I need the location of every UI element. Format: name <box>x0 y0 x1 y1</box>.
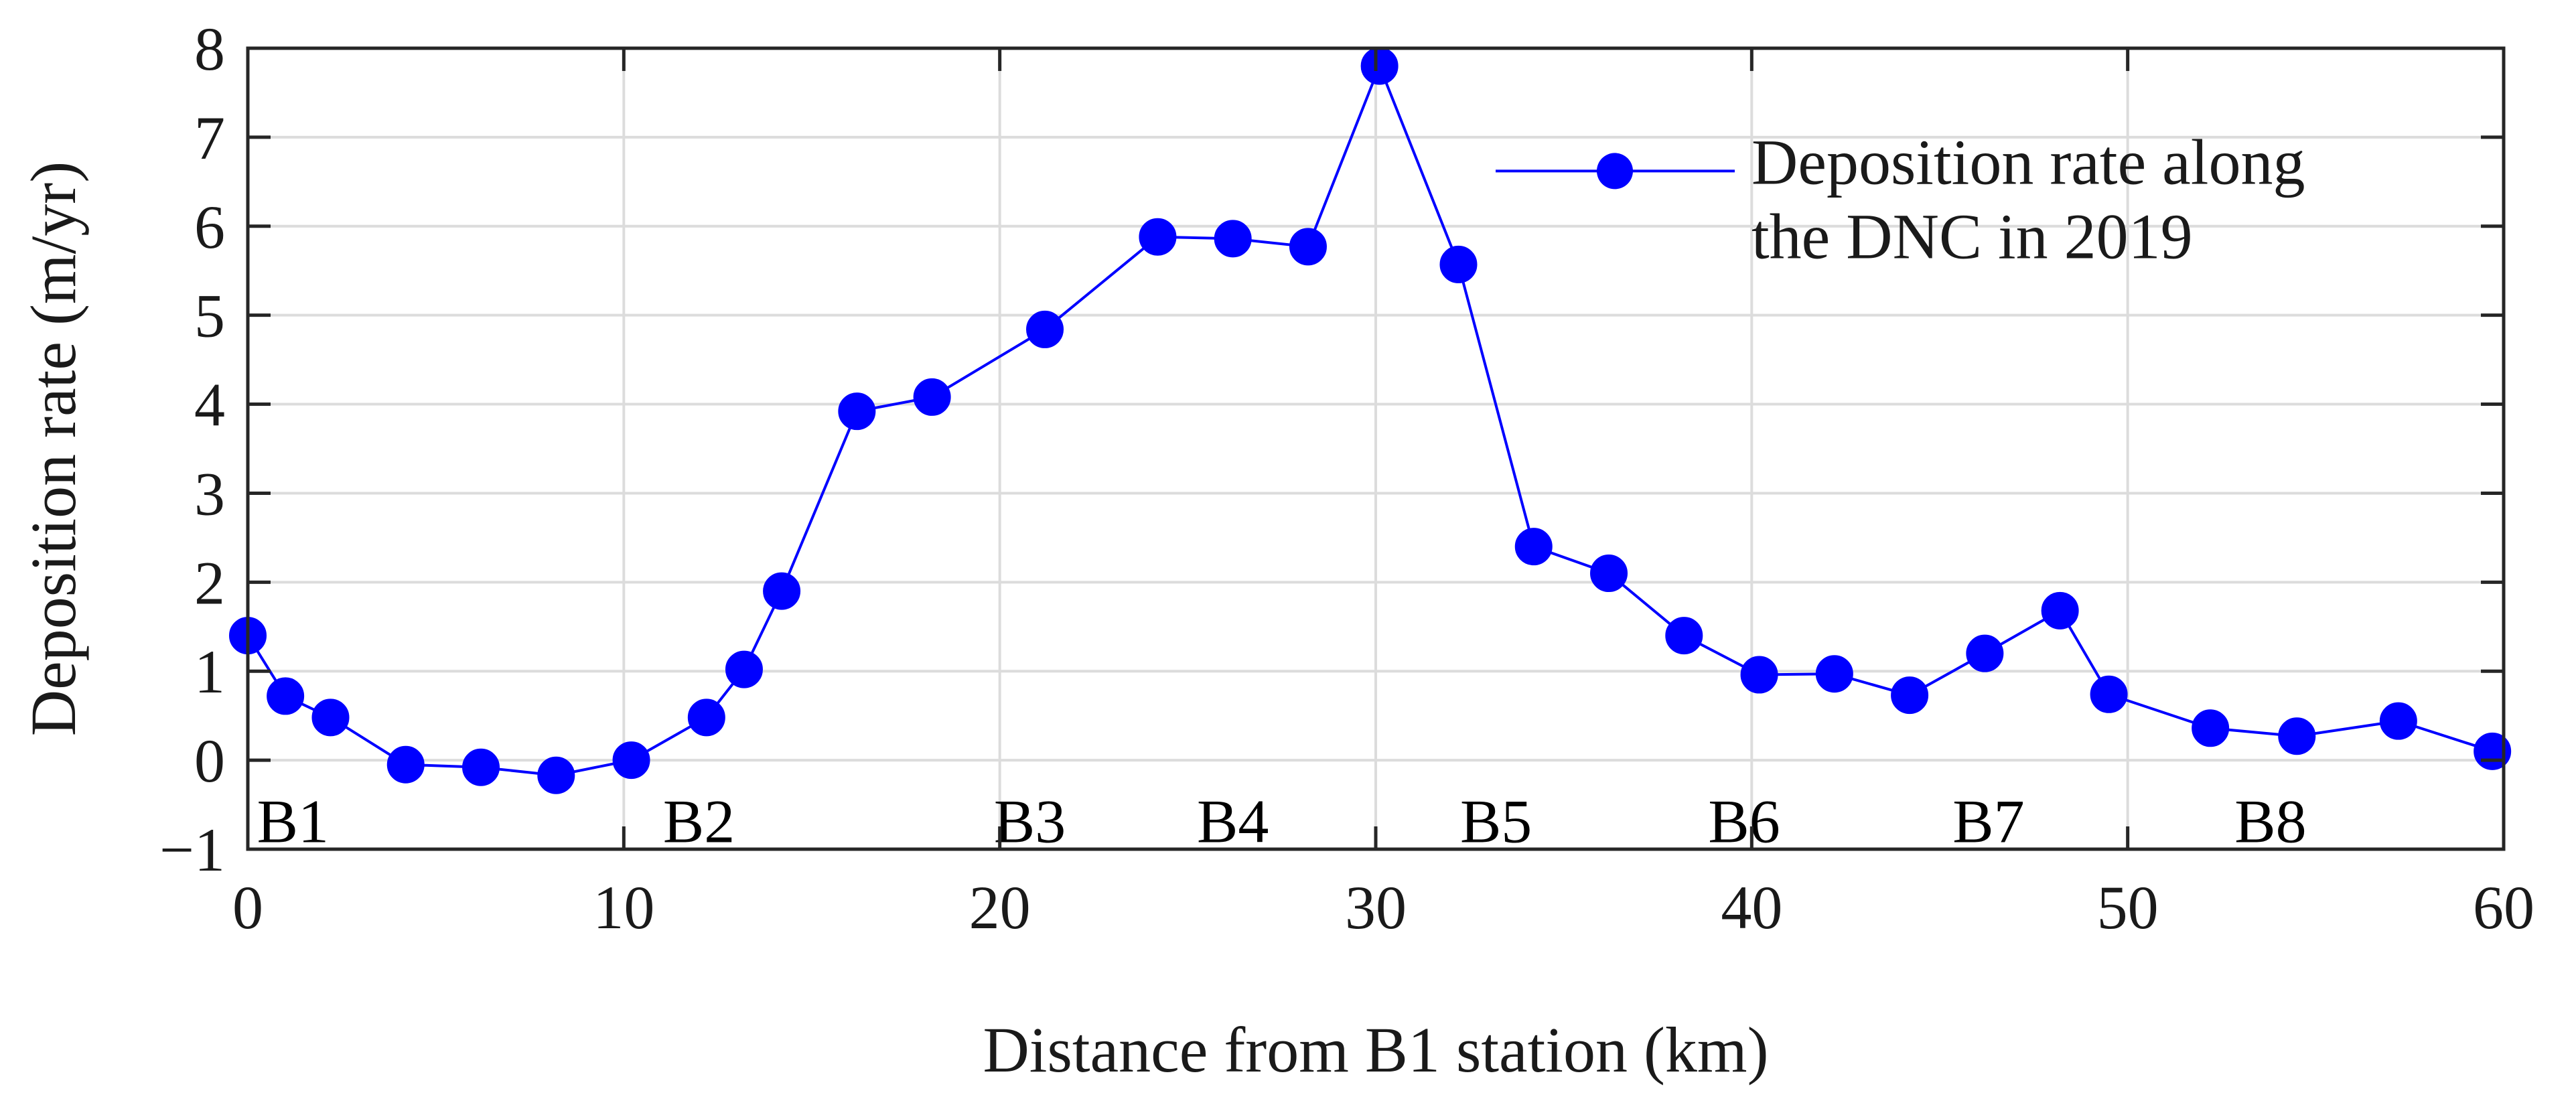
data-point-marker <box>267 677 305 715</box>
y-tick-label: 2 <box>194 548 225 617</box>
x-tick-label: 40 <box>1721 873 1782 942</box>
data-point-marker <box>311 698 350 737</box>
x-axis-title: Distance from B1 station (km) <box>983 1014 1768 1086</box>
data-point-marker <box>1665 617 1703 655</box>
data-point-marker <box>1815 655 1853 693</box>
data-point-marker <box>725 650 763 688</box>
data-point-marker <box>1214 220 1252 258</box>
station-label: B1 <box>257 787 329 855</box>
station-label: B2 <box>663 787 735 855</box>
x-tick-label: 0 <box>232 873 263 942</box>
x-tick-label: 20 <box>969 873 1031 942</box>
station-labels: B1 B2 B3 B4 B5 B6 B7 B8 <box>257 787 2307 855</box>
data-point-marker <box>1514 528 1553 566</box>
data-point-marker <box>1289 228 1327 266</box>
legend-marker-sample <box>1597 153 1633 190</box>
y-tick-label: 1 <box>194 638 225 706</box>
legend-label-line-2: the DNC in 2019 <box>1751 201 2193 273</box>
data-point-marker <box>687 698 725 737</box>
y-axis-title: Deposition rate (m/yr) <box>17 161 89 736</box>
station-label: B4 <box>1197 787 1269 855</box>
data-point-marker <box>1590 555 1628 593</box>
x-tick-label: 60 <box>2473 873 2534 942</box>
y-axis-tick-labels: −1 0 1 2 3 4 5 6 7 8 <box>159 15 225 884</box>
station-label: B8 <box>2234 787 2306 855</box>
grid-lines <box>248 48 2504 849</box>
data-point-marker <box>2192 709 2230 747</box>
legend: Deposition rate along the DNC in 2019 <box>1496 127 2305 273</box>
y-tick-label: 0 <box>194 727 225 795</box>
y-tick-label: 7 <box>194 104 225 172</box>
x-tick-label: 10 <box>593 873 654 942</box>
x-tick-label: 30 <box>1345 873 1407 942</box>
data-point-marker <box>2090 675 2128 713</box>
y-tick-label: 8 <box>194 15 225 83</box>
y-tick-label: 3 <box>194 459 225 528</box>
station-label: B6 <box>1708 787 1780 855</box>
data-point-marker <box>1740 656 1778 694</box>
data-point-marker <box>612 741 650 780</box>
data-point-marker <box>1360 47 1399 85</box>
data-point-marker <box>462 748 500 786</box>
axis-ticks <box>246 46 2506 851</box>
data-point-marker <box>2278 717 2316 755</box>
y-tick-label: 5 <box>194 282 225 350</box>
data-point-marker <box>1966 634 2004 672</box>
data-point-marker <box>913 378 951 416</box>
station-label: B5 <box>1460 787 1532 855</box>
data-point-marker <box>1026 310 1064 348</box>
station-label: B3 <box>994 787 1066 855</box>
data-point-marker <box>1439 245 1478 283</box>
data-point-marker <box>763 572 801 610</box>
data-point-marker <box>2379 702 2417 740</box>
y-tick-label: 6 <box>194 193 225 261</box>
data-point-marker <box>1891 676 1929 715</box>
y-tick-label: −1 <box>159 816 225 884</box>
data-point-marker <box>537 756 575 794</box>
data-point-marker <box>838 392 876 431</box>
data-point-marker <box>1139 218 1177 256</box>
x-axis-tick-labels: 0 10 20 30 40 50 60 <box>232 873 2534 942</box>
x-tick-label: 50 <box>2097 873 2159 942</box>
data-point-marker <box>386 745 425 784</box>
legend-label-line-1: Deposition rate along <box>1751 127 2305 198</box>
y-tick-label: 4 <box>194 371 225 439</box>
data-point-marker <box>2041 591 2079 630</box>
station-label: B7 <box>1952 787 2024 855</box>
